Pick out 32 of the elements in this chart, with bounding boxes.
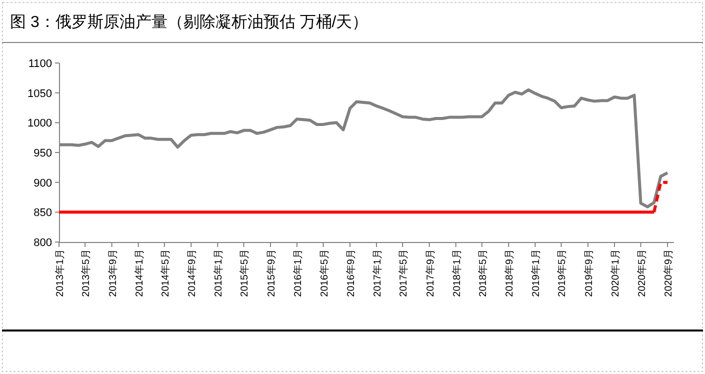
x-tick-label: 2014年9月 <box>186 249 198 297</box>
x-tick-label: 2017年1月 <box>371 249 384 297</box>
x-tick-label: 2017年9月 <box>424 249 436 297</box>
x-tick-label: 2018年9月 <box>504 249 516 297</box>
chart-title: 图 3：俄罗斯原油产量（剔除凝析油预估 万桶/天） <box>10 13 368 31</box>
x-tick-label: 2018年1月 <box>450 249 463 297</box>
x-tick-label: 2019年9月 <box>582 249 595 297</box>
x-tick-label: 2018年5月 <box>476 249 489 297</box>
x-tick-label: 2015年5月 <box>238 249 251 297</box>
y-tick-label: 1050 <box>28 88 52 100</box>
y-tick-label: 850 <box>34 207 52 220</box>
y-tick-label: 950 <box>34 148 52 160</box>
x-tick-label: 2014年1月 <box>133 249 146 297</box>
x-tick-label: 2013年9月 <box>106 249 119 297</box>
y-tick-label: 1000 <box>28 118 52 130</box>
x-tick-label: 2019年5月 <box>556 249 568 297</box>
x-tick-label: 2016年1月 <box>292 249 304 297</box>
x-tick-label: 2016年9月 <box>344 249 357 297</box>
x-tick-label: 2015年9月 <box>265 249 278 297</box>
x-tick-label: 2017年5月 <box>398 249 410 297</box>
x-tick-label: 2019年1月 <box>530 249 542 297</box>
x-tick-label: 2020年9月 <box>662 249 674 297</box>
x-tick-label: 2013年5月 <box>80 249 92 297</box>
x-tick-label: 2014年5月 <box>159 249 172 297</box>
x-tick-label: 2020年5月 <box>636 249 648 297</box>
x-tick-label: 2013年1月 <box>54 249 66 297</box>
x-tick-label: 2015年1月 <box>212 249 225 297</box>
y-tick-label: 900 <box>34 177 52 190</box>
y-tick-label: 800 <box>34 237 52 249</box>
x-tick-label: 2016年5月 <box>318 249 330 297</box>
y-tick-label: 1100 <box>28 58 52 70</box>
x-tick-label: 2020年1月 <box>609 249 622 297</box>
